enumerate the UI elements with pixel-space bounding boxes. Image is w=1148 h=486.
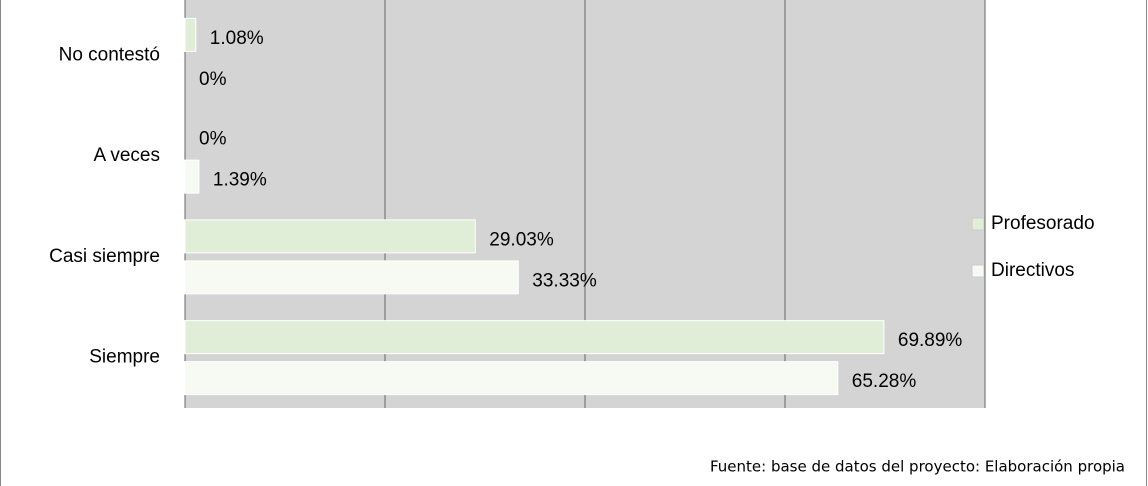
legend-swatch <box>971 217 985 231</box>
bar <box>184 361 839 396</box>
legend-swatch <box>971 264 985 278</box>
bar <box>184 17 197 52</box>
data-label: 29.03% <box>489 229 554 250</box>
bar <box>184 260 519 295</box>
y-tick-label: Siempre <box>89 347 160 368</box>
data-label: 0% <box>199 129 227 150</box>
data-label: 65.28% <box>852 371 917 392</box>
data-label: 69.89% <box>898 330 963 351</box>
data-label: 1.08% <box>210 28 264 49</box>
legend-label: Profesorado <box>991 213 1095 234</box>
bar <box>184 219 476 254</box>
y-tick-label: A veces <box>93 145 160 166</box>
legend-label: Directivos <box>991 260 1074 281</box>
data-label: 33.33% <box>532 270 597 291</box>
bar <box>184 320 885 355</box>
y-tick-label: Casi siempre <box>49 246 160 267</box>
source-note: Fuente: base de datos del proyecto: Elab… <box>710 458 1125 476</box>
bar <box>184 159 200 194</box>
y-tick-label: No contestó <box>59 44 160 65</box>
data-label: 1.39% <box>213 170 267 191</box>
data-label: 0% <box>199 69 227 90</box>
